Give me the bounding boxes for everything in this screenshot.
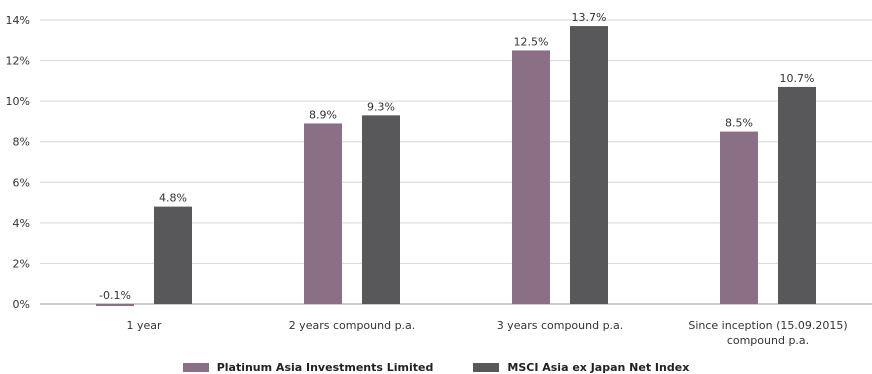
y-tick-label: 14% (6, 14, 30, 27)
x-tick-label: Since inception (15.09.2015) (688, 319, 847, 332)
data-label-series-2: 9.3% (367, 100, 395, 113)
legend-item-series-1: Platinum Asia Investments Limited (182, 360, 434, 374)
y-tick-label: 4% (13, 217, 30, 230)
data-label-series-2: 10.7% (780, 72, 815, 85)
y-tick-label: 8% (13, 136, 30, 149)
bar-series-1 (720, 131, 758, 304)
x-tick-label: compound p.a. (727, 334, 809, 347)
bar-series-1 (304, 123, 342, 304)
y-tick-label: 10% (6, 95, 30, 108)
bar-series-2 (362, 115, 400, 304)
legend-label-series-2: MSCI Asia ex Japan Net Index (507, 360, 690, 374)
bar-series-1 (96, 304, 134, 307)
bar-series-2 (778, 86, 816, 304)
y-tick-label: 12% (6, 55, 30, 68)
x-tick-label: 3 years compound p.a. (497, 319, 624, 332)
legend: Platinum Asia Investments Limited MSCI A… (0, 360, 872, 374)
data-label-series-2: 13.7% (572, 11, 607, 24)
bar-series-1 (512, 50, 550, 304)
x-tick-label: 2 years compound p.a. (289, 319, 416, 332)
bar-series-2 (154, 206, 192, 304)
y-tick-label: 2% (13, 257, 30, 270)
legend-swatch-series-1 (182, 362, 209, 372)
x-tick-label: 1 year (126, 319, 162, 332)
bar-series-2 (570, 26, 608, 304)
data-label-series-1: 8.5% (725, 117, 753, 130)
legend-item-series-2: MSCI Asia ex Japan Net Index (473, 361, 689, 374)
legend-swatch-series-2 (473, 362, 500, 372)
legend-label-series-1: Platinum Asia Investments Limited (216, 360, 434, 374)
data-label-series-2: 4.8% (159, 192, 187, 205)
data-label-series-1: 12.5% (514, 35, 549, 48)
data-label-series-1: -0.1% (99, 289, 131, 302)
data-label-series-1: 8.9% (309, 108, 337, 121)
y-tick-label: 6% (13, 176, 30, 189)
y-tick-label: 0% (13, 298, 30, 311)
